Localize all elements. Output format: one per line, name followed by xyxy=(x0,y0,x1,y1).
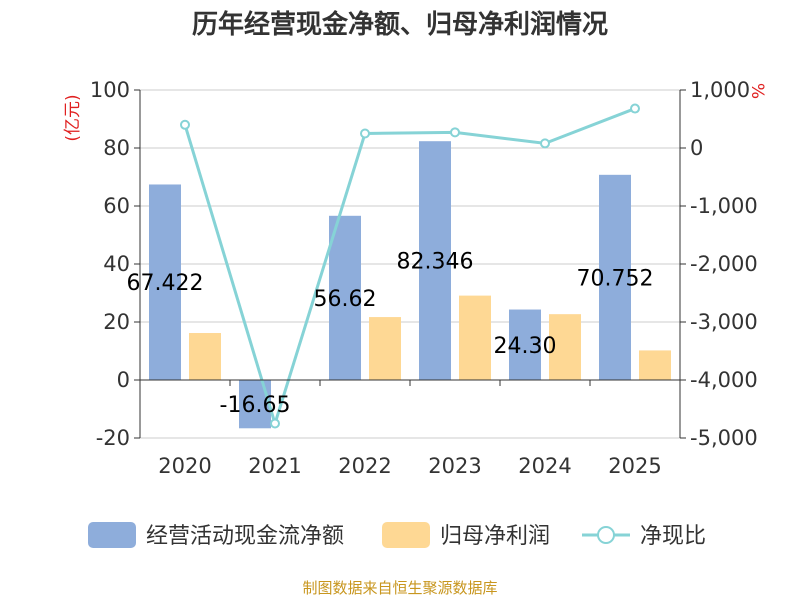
legend-marker xyxy=(597,526,615,544)
legend-swatch xyxy=(382,522,430,548)
bars xyxy=(149,141,671,429)
source-note: 制图数据来自恒生聚源数据库 xyxy=(302,579,497,597)
right-tick-label: -5,000 xyxy=(690,426,758,450)
bar-netprofit xyxy=(369,317,401,380)
bar-value-label: 56.62 xyxy=(314,287,377,312)
left-tick-label: 20 xyxy=(103,310,130,334)
left-tick-label: -20 xyxy=(96,426,130,450)
bar-netprofit xyxy=(549,314,581,380)
x-tick-label: 2020 xyxy=(158,454,211,478)
ratio-point xyxy=(180,119,190,130)
bar-value-label: 24.30 xyxy=(494,334,557,359)
right-tick-label: 1,000 xyxy=(690,78,750,102)
ratio-point xyxy=(450,127,460,138)
axes: -20 0 20 40 60 80 100 -5,000 -4,000 -3,000 -2,000 -… xyxy=(90,78,758,478)
right-axis-unit: % xyxy=(747,83,767,99)
ratio-point xyxy=(630,103,640,114)
bar-cashflow xyxy=(329,215,361,380)
ratio-point xyxy=(270,418,280,429)
x-tick-label: 2023 xyxy=(428,454,481,478)
bar-cashflow xyxy=(149,184,181,380)
data-labels: 67.422 -16.65 56.62 82.346 24.30 70.752 xyxy=(127,250,654,419)
ratio-point xyxy=(540,138,550,149)
legend-label: 净现比 xyxy=(640,524,706,549)
legend-item-ratio[interactable]: 净现比 xyxy=(582,524,706,549)
left-tick-label: 60 xyxy=(103,194,130,218)
bar-value-label: -16.65 xyxy=(220,393,291,418)
x-tick-label: 2024 xyxy=(518,454,571,478)
chart-title: 历年经营现金净额、归母净利润情况 xyxy=(192,9,608,40)
right-tick-label: -3,000 xyxy=(690,310,758,334)
left-tick-label: 80 xyxy=(103,136,130,160)
legend-swatch xyxy=(88,522,136,548)
x-tick-label: 2022 xyxy=(338,454,391,478)
legend-label: 归母净利润 xyxy=(440,524,550,549)
legend-item-cashflow[interactable]: 经营活动现金流净额 xyxy=(88,522,344,549)
bar-netprofit xyxy=(459,295,491,380)
ratio-line xyxy=(180,103,640,429)
legend-item-netprofit[interactable]: 归母净利润 xyxy=(382,522,550,549)
right-tick-label: -2,000 xyxy=(690,252,758,276)
bar-cashflow xyxy=(509,309,541,380)
bar-value-label: 70.752 xyxy=(577,266,654,291)
bar-value-label: 82.346 xyxy=(397,250,474,275)
ratio-line-path xyxy=(183,107,636,429)
legend-label: 经营活动现金流净额 xyxy=(146,524,344,549)
bar-cashflow xyxy=(419,141,451,380)
left-tick-label: 0 xyxy=(117,368,130,392)
right-tick-label: -1,000 xyxy=(690,194,758,218)
bar-value-label: 67.422 xyxy=(127,271,204,296)
left-tick-label: 40 xyxy=(103,252,130,276)
bar-cashflow xyxy=(599,174,631,380)
x-tick-label: 2025 xyxy=(608,454,661,478)
left-axis-unit: (亿元) xyxy=(63,94,83,141)
bar-netprofit xyxy=(189,333,221,380)
right-tick-label: -4,000 xyxy=(690,368,758,392)
left-tick-label: 100 xyxy=(90,78,130,102)
bar-netprofit xyxy=(639,350,671,380)
right-tick-label: 0 xyxy=(690,136,703,160)
x-tick-label: 2021 xyxy=(248,454,301,478)
legend[interactable]: 经营活动现金流净额 归母净利润 净现比 xyxy=(88,522,706,549)
ratio-point xyxy=(360,128,370,139)
